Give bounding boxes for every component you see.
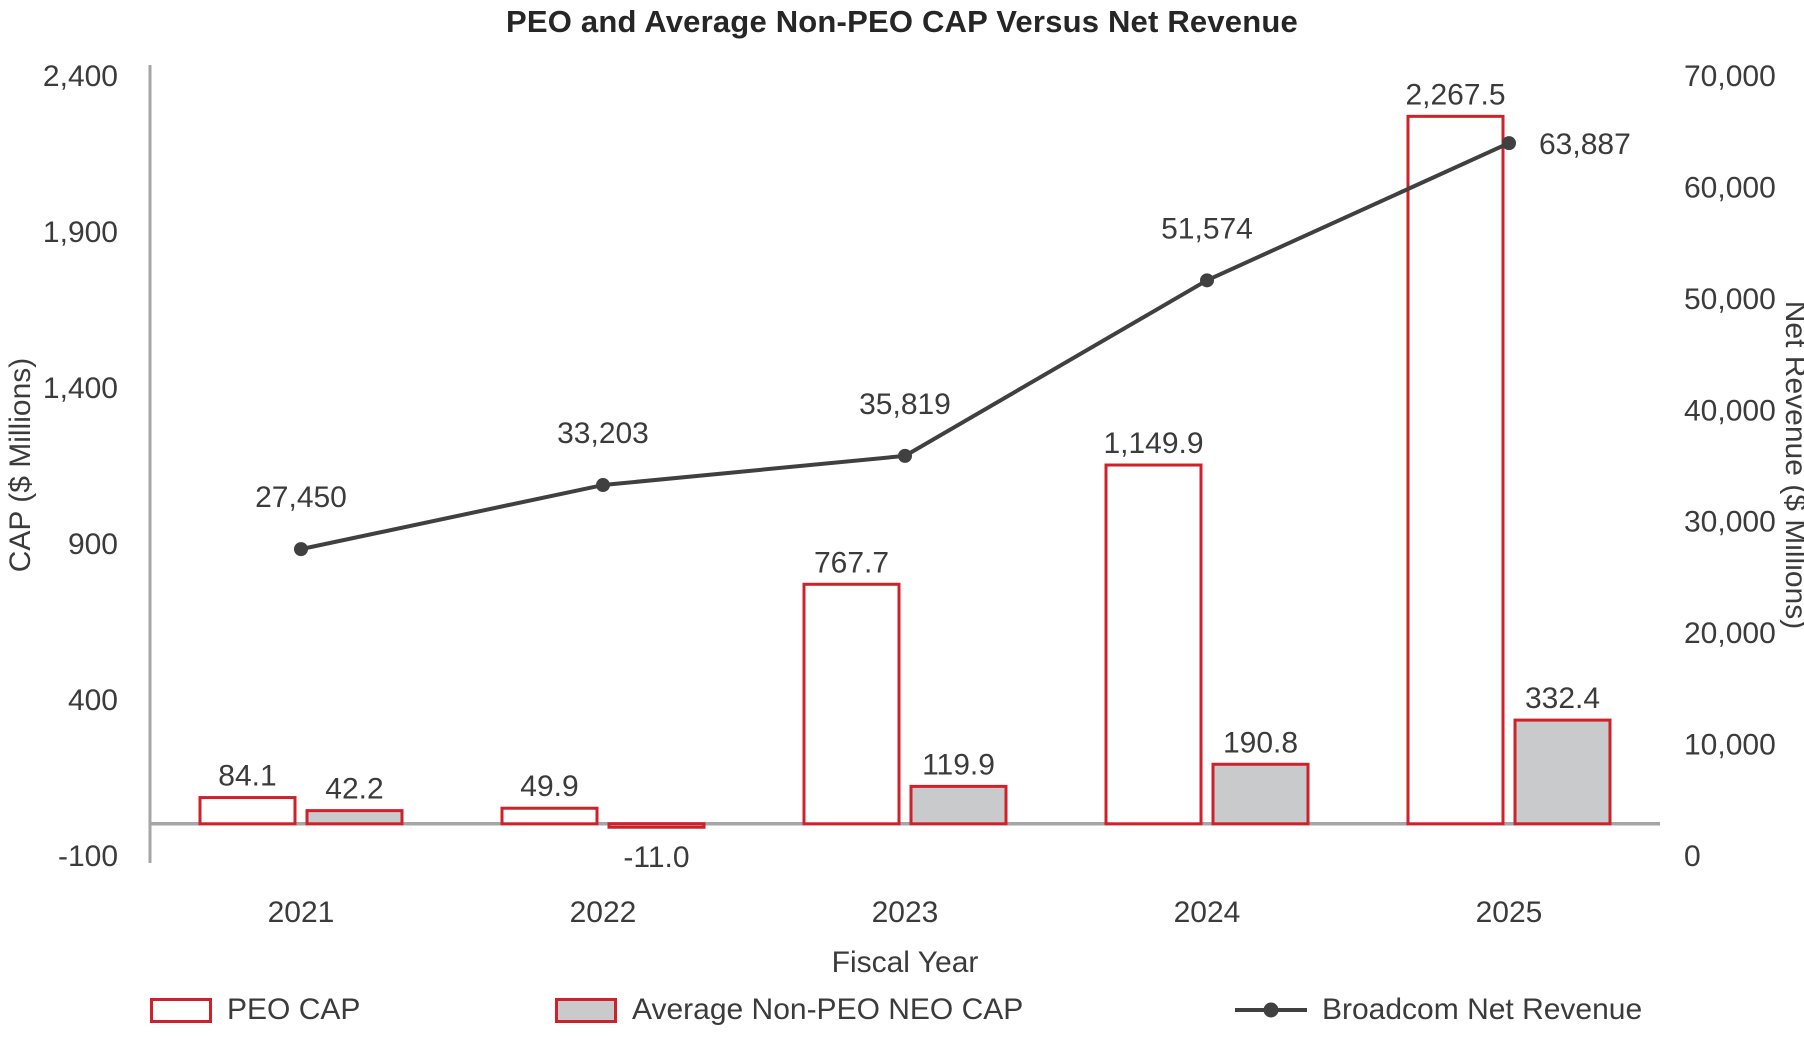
- legend-item-nonpeo-cap: Average Non-PEO NEO CAP: [555, 986, 1023, 1034]
- bar-value-label: 2,267.5: [1405, 78, 1505, 111]
- chart-title: PEO and Average Non-PEO CAP Versus Net R…: [506, 4, 1298, 39]
- right-axis-tick-label: 60,000: [1684, 171, 1776, 204]
- net-revenue-point-2023: [898, 448, 912, 463]
- x-axis-category-label: 2022: [570, 896, 637, 929]
- right-axis-tick-label: 0: [1684, 840, 1701, 873]
- left-axis-tick-label: 1,400: [43, 372, 118, 405]
- x-axis-category-label: 2024: [1174, 896, 1241, 929]
- line-value-label: 63,887: [1539, 128, 1631, 161]
- right-axis-tick-label: 10,000: [1684, 729, 1776, 762]
- line-value-label: 51,574: [1161, 212, 1253, 245]
- legend-item-peo-cap: PEO CAP: [150, 986, 360, 1034]
- bar-value-label: -11.0: [623, 841, 689, 874]
- legend-swatch-nonpeo-cap: [555, 997, 617, 1023]
- left-axis-tick-label: 900: [68, 528, 118, 561]
- net-revenue-point-2025: [1502, 136, 1516, 151]
- bar-value-label: 42.2: [325, 773, 383, 806]
- right-axis-title: Net Revenue ($ Millions): [1779, 301, 1804, 629]
- bar-nonpeo-2024: [1211, 762, 1310, 826]
- left-axis-tick-label: 2,400: [43, 60, 118, 93]
- line-value-label: 33,203: [557, 417, 649, 450]
- bar-peo-2021: [198, 796, 297, 826]
- bar-value-label: 84.1: [218, 760, 276, 793]
- right-axis-tick-label: 30,000: [1684, 506, 1776, 539]
- bar-nonpeo-2023: [909, 784, 1008, 826]
- legend-line-marker-icon: [1235, 1002, 1307, 1018]
- right-axis-tick-label: 50,000: [1684, 283, 1776, 316]
- bar-value-label: 332.4: [1525, 682, 1600, 715]
- bar-value-label: 1,149.9: [1103, 427, 1203, 460]
- bar-nonpeo-2025: [1513, 718, 1612, 826]
- bar-value-label: 190.8: [1223, 726, 1298, 759]
- line-value-label: 35,819: [859, 388, 951, 421]
- bar-peo-2025: [1406, 114, 1505, 826]
- x-axis-category-label: 2021: [268, 896, 335, 929]
- net-revenue-point-2022: [596, 478, 610, 493]
- x-axis-category-label: 2025: [1476, 896, 1543, 929]
- legend-label-peo-cap: PEO CAP: [227, 993, 361, 1026]
- x-axis-category-label: 2023: [872, 896, 939, 929]
- line-value-label: 27,450: [255, 481, 347, 514]
- x-axis-title: Fiscal Year: [832, 946, 979, 979]
- bar-value-label: 767.7: [814, 546, 889, 579]
- legend-item-net-revenue: Broadcom Net Revenue: [1235, 986, 1642, 1034]
- net-revenue-point-2024: [1200, 273, 1214, 288]
- legend-label-net-revenue: Broadcom Net Revenue: [1322, 993, 1643, 1026]
- legend: PEO CAP Average Non-PEO NEO CAP Broadcom…: [0, 986, 1804, 1034]
- left-axis-title: CAP ($ Millions): [4, 358, 37, 573]
- net-revenue-line: [300, 141, 1510, 552]
- bar-nonpeo-2021: [305, 809, 404, 826]
- left-axis-tick-label: 1,900: [43, 216, 118, 249]
- right-axis-tick-label: 70,000: [1684, 60, 1776, 93]
- bar-value-label: 49.9: [520, 770, 578, 803]
- bar-nonpeo-2022: [607, 822, 706, 829]
- bar-peo-2023: [802, 582, 901, 826]
- right-axis-tick-label: 20,000: [1684, 617, 1776, 650]
- right-axis-tick-label: 40,000: [1684, 394, 1776, 427]
- legend-swatch-peo-cap: [150, 997, 212, 1023]
- bar-peo-2022: [500, 806, 599, 826]
- bar-value-label: 119.9: [922, 748, 995, 781]
- left-axis-tick-label: -100: [58, 840, 118, 873]
- legend-line-dot-icon: [1263, 1002, 1279, 1018]
- left-axis-tick-label: 400: [68, 684, 118, 717]
- bar-peo-2024: [1104, 463, 1203, 826]
- net-revenue-point-2021: [294, 542, 308, 557]
- legend-label-nonpeo-cap: Average Non-PEO NEO CAP: [632, 993, 1024, 1026]
